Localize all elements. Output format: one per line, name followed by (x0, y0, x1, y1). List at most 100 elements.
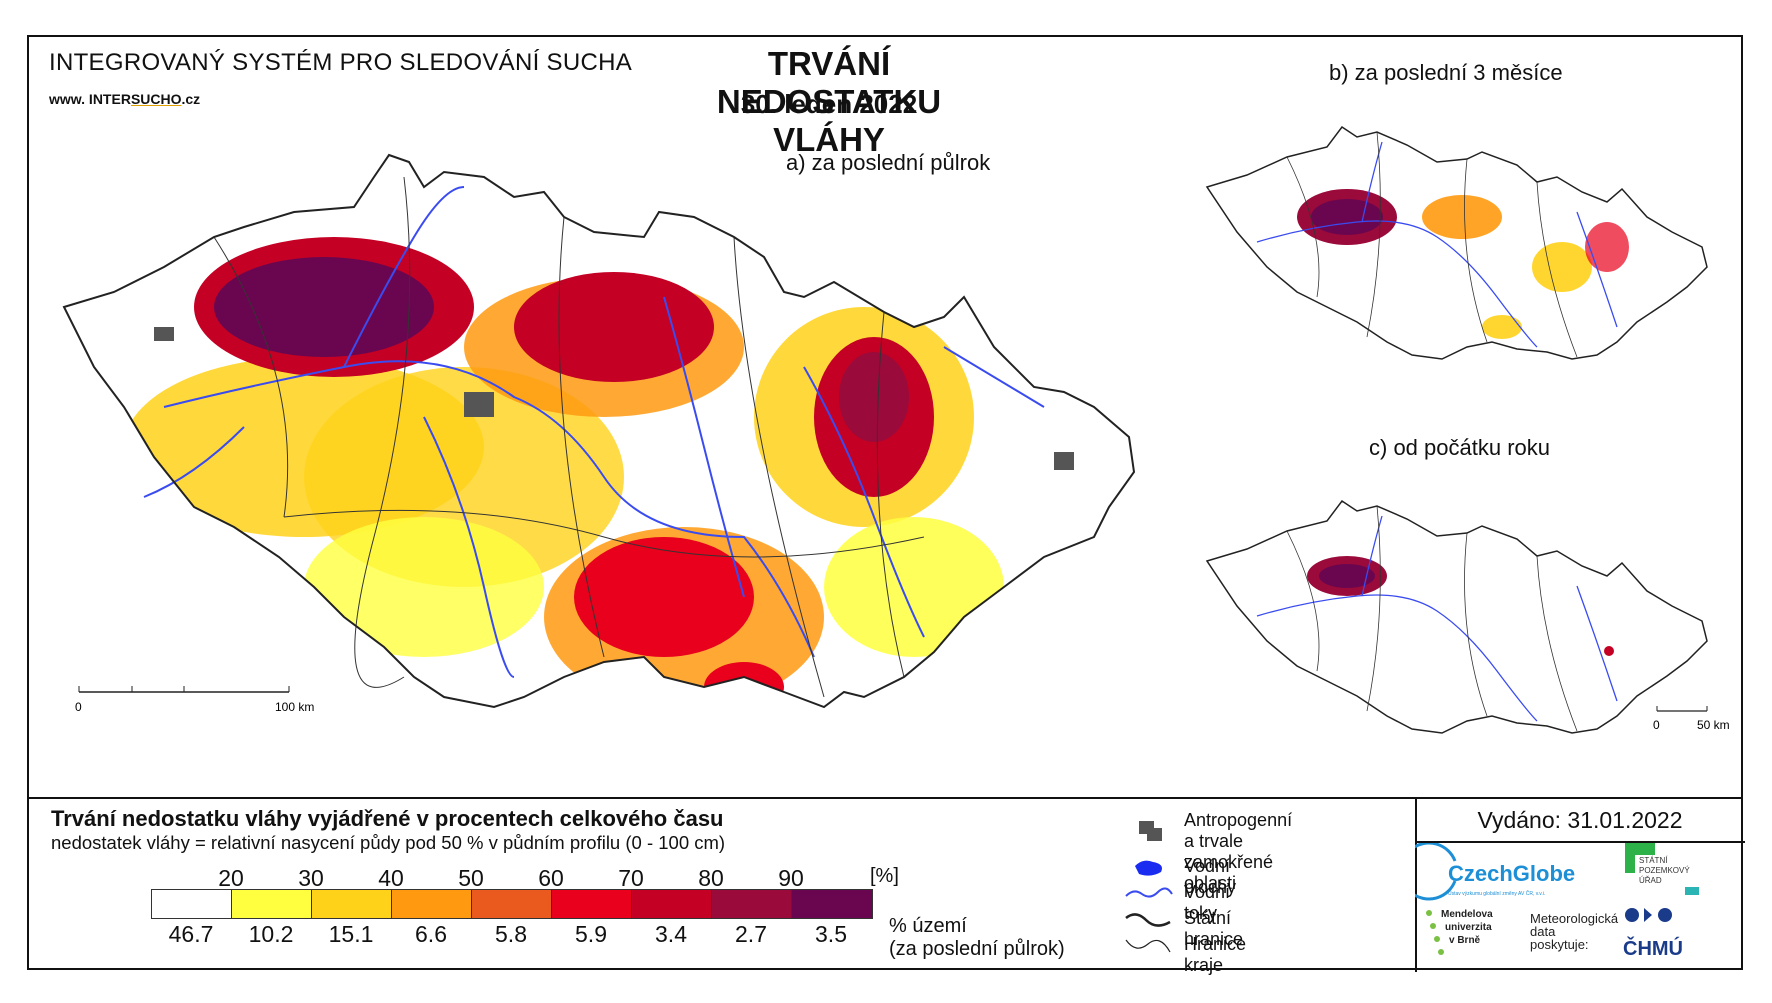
tick-label: 70 (618, 865, 644, 891)
tick-label: 40 (378, 865, 404, 891)
issued-date: Vydáno: 31.01.2022 (1415, 797, 1745, 843)
drought-fields (124, 237, 1004, 707)
mendel-logo: Mendelova univerzita v Brně (1426, 909, 1493, 955)
chmu-logo: Meteorologická data poskytuje: ČHMÚ (1530, 908, 1683, 960)
legend-percentages: 46.7 10.2 15.1 6.6 5.8 5.9 3.4 2.7 3.5 (151, 921, 1051, 951)
drought-fields-b (1297, 189, 1629, 339)
spu-logo: STÁTNÍ POZEMKOVÝ ÚŘAD (1625, 843, 1699, 895)
map-c-year-start: 0 50 km (1205, 499, 1730, 734)
footer-divider (1415, 797, 1417, 972)
legend-units: [%] (870, 865, 899, 887)
class-percentage: 10.2 (248, 921, 294, 947)
url-brand: SUCHO (130, 91, 182, 107)
rivers-b (1256, 141, 1618, 348)
rivers-c (1256, 515, 1618, 722)
anthropogenic-line1: Antropogenní a trvale (1184, 810, 1293, 851)
spu-line2: POZEMKOVÝ (1639, 866, 1690, 875)
state-border (62, 153, 1136, 709)
logos-graphic: CzechGlobe Ústav výzkumu globální změny … (1399, 841, 1699, 960)
page-title: TRVÁNÍ NEDOSTATKU VLÁHY (716, 45, 942, 158)
legend-title: Trvání nedostatku vláhy vyjádřené v proc… (51, 806, 724, 831)
region-borders-c (1286, 505, 1578, 732)
colorbar-class (632, 890, 712, 918)
state-border-icon (1125, 913, 1171, 927)
territory-note: % území (za poslední půlrok) (889, 915, 1065, 961)
class-percentage: 5.8 (495, 921, 527, 947)
region-border-icon (1125, 939, 1171, 953)
met-line3: poskytuje: (1530, 937, 1589, 952)
map-b-label: b) za poslední 3 měsíce (1329, 60, 1563, 85)
url-suffix: .cz (181, 91, 201, 107)
class-percentage: 3.4 (655, 921, 687, 947)
region-borders-b (1286, 131, 1578, 358)
region-border-text: Hranice kraje (1184, 934, 1247, 975)
czechglobe-logo: CzechGlobe Ústav výzkumu globální změny … (1399, 841, 1575, 901)
main-scale-end: 100 km (275, 700, 314, 714)
colorbar-class (792, 890, 872, 918)
colorbar-class (472, 890, 552, 918)
class-percentage: 15.1 (328, 921, 374, 947)
map-a-label: a) za poslední půlrok (786, 150, 991, 175)
anthropogenic-icon (1139, 821, 1162, 841)
water-body-icon (1135, 860, 1162, 876)
small-scale-start: 0 (1653, 718, 1660, 732)
anthropogenic-text: Antropogenní a trvale zamokřené oblasti (1184, 810, 1292, 894)
met-line2: data (1530, 924, 1556, 939)
territory-line1: % území (889, 915, 967, 937)
tick-label: 90 (778, 865, 804, 891)
legend-divider (29, 797, 1741, 799)
river-icon (1125, 887, 1173, 898)
anthropogenic-areas (154, 327, 1074, 470)
rivers-text: Vodní toky (1184, 882, 1231, 923)
small-scale-end: 50 km (1697, 718, 1730, 732)
spu-line3: ÚŘAD (1639, 876, 1662, 885)
country-fill-c (1205, 499, 1708, 734)
mendel-line2: univerzita (1445, 922, 1492, 933)
main-scale-start: 0 (75, 700, 82, 714)
map-c-label: c) od počátku roku (1369, 435, 1550, 460)
map-date: 30. leden 2022 (740, 89, 918, 119)
website-url[interactable]: www. INTERSUCHO.cz (49, 91, 200, 107)
czechglobe-text: CzechGlobe (1448, 861, 1575, 886)
url-prefix: www. INTER (49, 91, 131, 107)
map-b-three-months (1205, 125, 1708, 360)
mendel-line3: v Brně (1449, 935, 1481, 946)
class-percentage: 3.5 (815, 921, 847, 947)
legend-subtitle: nedostatek vláhy = relativní nasycení pů… (51, 832, 726, 853)
chmu-text: ČHMÚ (1623, 936, 1683, 960)
colorbar-class (712, 890, 792, 918)
rivers (143, 186, 1045, 678)
region-borders (213, 176, 925, 698)
tick-label: 30 (298, 865, 324, 891)
colorbar-class (152, 890, 232, 918)
state-border-text: Státní hranice (1184, 908, 1244, 949)
main-scale-bar: 0 100 km (75, 686, 314, 714)
colorbar-class (312, 890, 392, 918)
colorbar-class (552, 890, 632, 918)
legend-colorbar (151, 889, 873, 919)
anthropogenic-line2: zamokřené oblasti (1184, 852, 1274, 893)
class-percentage: 46.7 (168, 921, 214, 947)
tick-label: 60 (538, 865, 564, 891)
partner-logos: CzechGlobe Ústav výzkumu globální změny … (1399, 841, 1745, 972)
system-title: INTEGROVANÝ SYSTÉM PRO SLEDOVÁNÍ SUCHA (49, 49, 633, 76)
czechglobe-subtext: Ústav výzkumu globální změny AV ČR, v.v.… (1448, 890, 1545, 897)
class-percentage: 2.7 (735, 921, 767, 947)
water-bodies-text: Vodní plochy (1184, 856, 1237, 897)
territory-line2: (za poslední půlrok) (889, 938, 1065, 960)
drought-fields-c (1307, 556, 1614, 656)
tick-label: 50 (458, 865, 484, 891)
class-percentage: 6.6 (415, 921, 447, 947)
tick-label: 80 (698, 865, 724, 891)
tick-label: 20 (218, 865, 244, 891)
colorbar-class (232, 890, 312, 918)
map-poster: INTEGROVANÝ SYSTÉM PRO SLEDOVÁNÍ SUCHA w… (27, 35, 1745, 975)
small-scale-bar: 0 50 km (1653, 706, 1730, 732)
met-line1: Meteorologická (1530, 911, 1619, 926)
colorbar-class (392, 890, 472, 918)
class-percentage: 5.9 (575, 921, 607, 947)
main-drought-map: 0 100 km (62, 153, 1136, 714)
legend-ticks: 20 30 40 50 60 70 80 90 (149, 865, 1049, 895)
country-fill-b (1205, 125, 1708, 360)
mendel-line1: Mendelova (1441, 909, 1493, 920)
